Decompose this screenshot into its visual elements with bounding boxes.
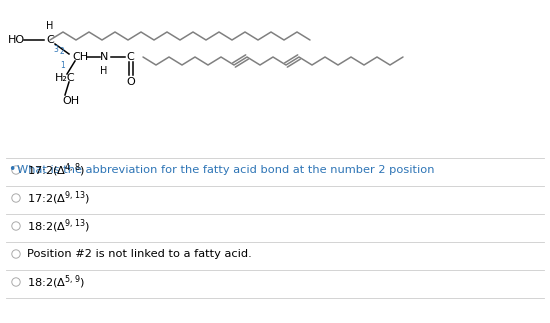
Text: CH: CH [72,52,88,62]
Text: H: H [100,66,108,76]
Text: 1: 1 [60,61,65,70]
Text: C: C [46,35,54,45]
Text: 17:2($\mathregular{\Delta}^{4,8}$): 17:2($\mathregular{\Delta}^{4,8}$) [27,161,85,179]
Text: H: H [46,21,54,31]
Text: Position #2 is not linked to a fatty acid.: Position #2 is not linked to a fatty aci… [27,249,252,259]
Text: H₂C: H₂C [55,73,76,83]
Text: N: N [100,52,108,62]
Text: 18:2($\mathregular{\Delta}^{9,13}$): 18:2($\mathregular{\Delta}^{9,13}$) [27,217,90,235]
Text: C: C [126,52,134,62]
Text: 17:2($\mathregular{\Delta}^{9,13}$): 17:2($\mathregular{\Delta}^{9,13}$) [27,189,90,207]
Text: HO: HO [8,35,25,45]
Text: 18:2($\mathregular{\Delta}^{5,9}$): 18:2($\mathregular{\Delta}^{5,9}$) [27,273,85,291]
Text: 3: 3 [53,45,58,54]
Text: 2: 2 [59,47,64,56]
Text: •: • [8,163,15,176]
Text: OH: OH [62,96,79,106]
Text: What is the abbreviation for the fatty acid bond at the number 2 position: What is the abbreviation for the fatty a… [17,165,434,175]
Text: O: O [126,77,135,87]
